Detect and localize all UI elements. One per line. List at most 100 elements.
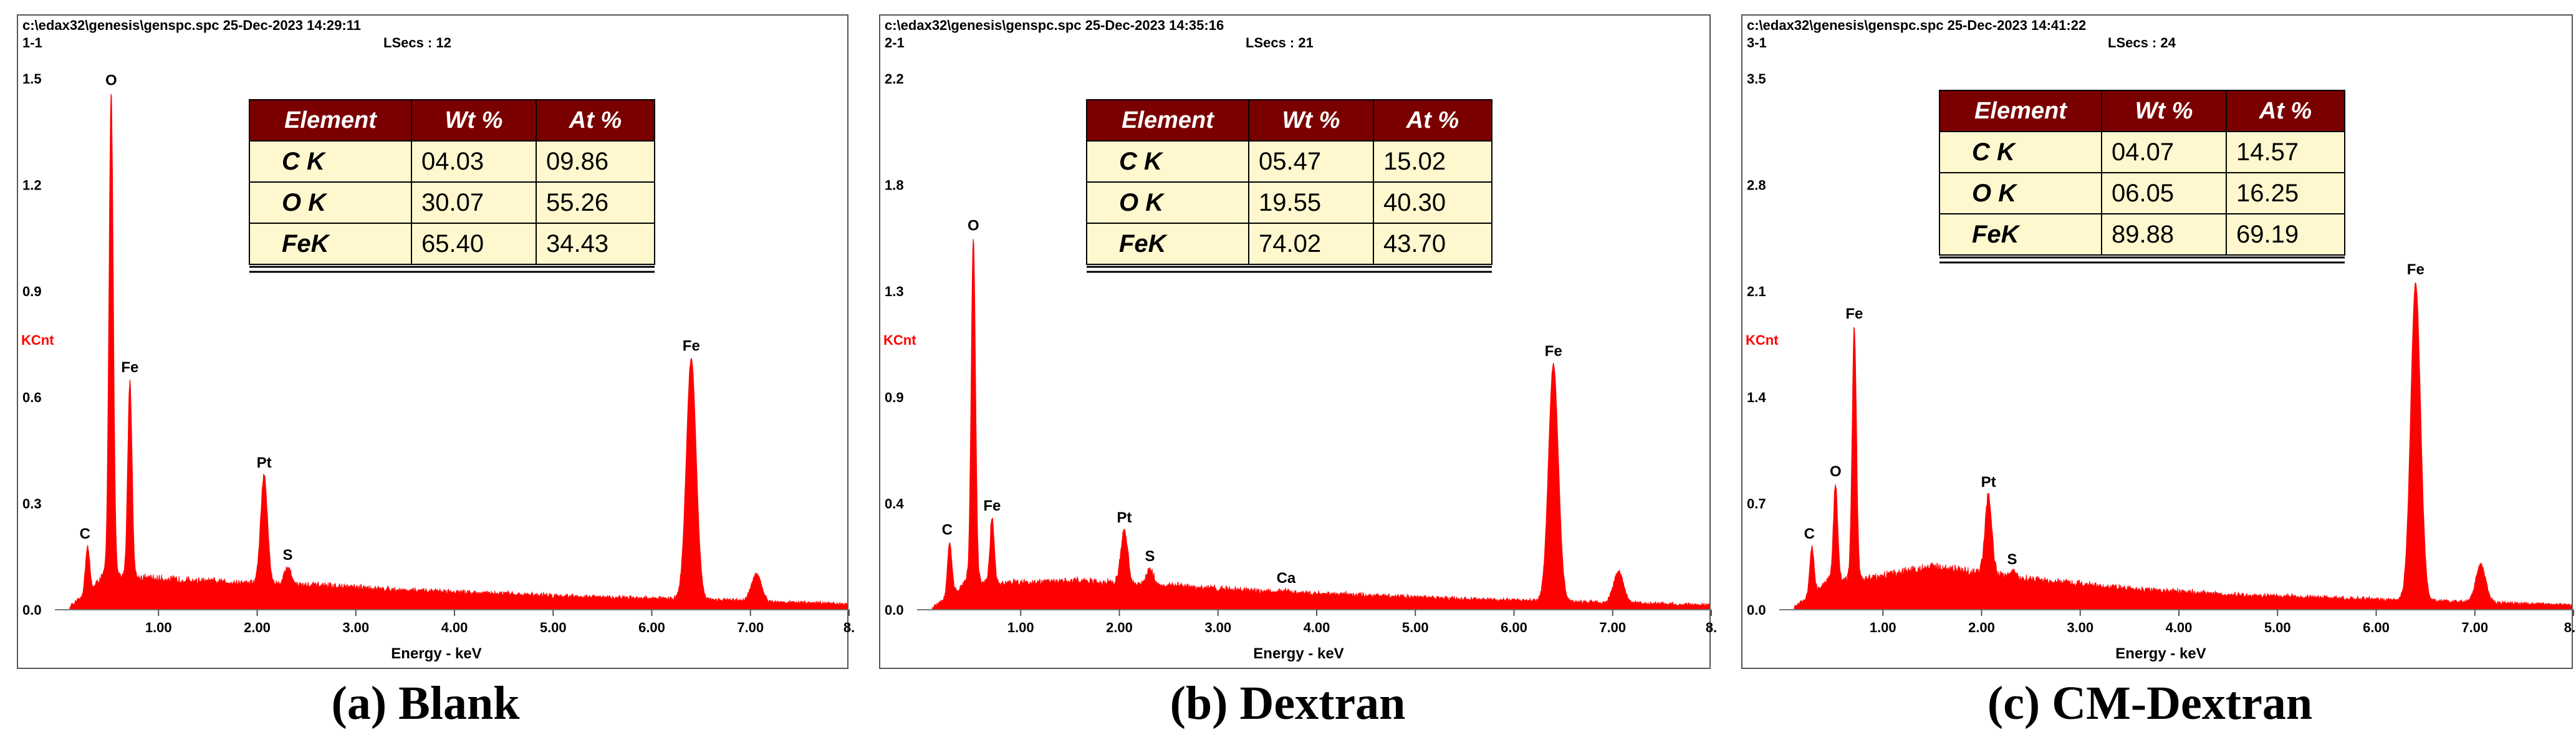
table-value-cell: 30.07 (421, 189, 484, 216)
peak-label: C (942, 522, 953, 539)
table-cell (2101, 172, 2227, 214)
x-tick-label: 5.00 (2264, 620, 2291, 635)
y-tick-label: 0.0 (22, 602, 42, 618)
table-cell (1373, 223, 1492, 265)
table-cell (249, 181, 412, 224)
element-composition-table: Element Wt % At % C K 04.07 14.57 O K 06.05 16.2… (1939, 90, 2345, 264)
table-value-cell: 06.05 (2112, 180, 2174, 207)
table-value-cell: 04.07 (2112, 138, 2174, 166)
table-value-cell: 89.88 (2112, 221, 2174, 248)
x-tick-label: 7.00 (737, 620, 764, 635)
y-tick-label: 0.0 (885, 602, 904, 618)
y-tick-label: 2.8 (1747, 177, 1766, 193)
y-axis-label: KCnt (1746, 332, 1779, 348)
x-tick-label: 6.00 (638, 620, 665, 635)
peak-label: C (80, 526, 90, 542)
y-tick-label: 1.3 (885, 284, 904, 299)
table-header-label: Element (1974, 98, 2067, 124)
table-value-cell: 14.57 (2236, 138, 2299, 166)
eds-spectrum-chart: c:\edax32\genesis\genspc.spc 25-Dec-2023… (879, 14, 1717, 669)
panel-caption: (c) CM-Dextran (1987, 677, 2313, 729)
table-value-cell: 15.02 (1383, 148, 1446, 175)
live-seconds: LSecs : 21 (1246, 35, 1314, 50)
table-cell (1248, 223, 1374, 265)
table-header-label: Element (284, 107, 377, 133)
table-element-cell: FeK (282, 230, 331, 257)
table-cell (536, 223, 655, 265)
y-tick-label: 0.0 (1747, 602, 1766, 618)
peak-label: Fe (683, 338, 700, 355)
y-tick-label: 0.9 (885, 390, 904, 405)
panel-caption: (a) Blank (331, 677, 520, 729)
table-header-label: Wt % (2135, 98, 2193, 124)
table-cell (2226, 172, 2345, 214)
panel-dextran: c:\edax32\genesis\genspc.spc 25-Dec-2023… (862, 0, 1717, 755)
table-cell (411, 181, 537, 224)
x-tick-label: 8. (1706, 620, 1717, 635)
table-cell (1939, 131, 2102, 173)
x-tick-label: 4.00 (1304, 620, 1330, 635)
y-tick-label: 2.2 (885, 71, 904, 87)
peak-label: Fe (983, 498, 1001, 514)
panel-blank: c:\edax32\genesis\genspc.spc 25-Dec-2023… (0, 0, 855, 755)
table-cell (411, 223, 537, 265)
table-element-cell: C K (1119, 148, 1164, 175)
table-cell (1086, 223, 1249, 265)
element-composition-table: Element Wt % At % C K 05.47 15.02 O K 19.55 40.3… (1086, 99, 1492, 273)
table-header-cell (411, 99, 537, 142)
y-axis-label: KCnt (883, 332, 916, 348)
table-cell (411, 140, 537, 183)
y-axis-label: KCnt (21, 332, 54, 348)
peak-label: Pt (1117, 509, 1132, 526)
y-tick-label: 2.1 (1747, 284, 1766, 299)
live-seconds: LSecs : 12 (383, 35, 451, 50)
table-cell (249, 223, 412, 265)
table-value-cell: 34.43 (546, 230, 608, 257)
table-cell (1086, 181, 1249, 224)
x-tick-label: 3.00 (342, 620, 369, 635)
spectrum-area (69, 94, 848, 610)
spectrum-id: 1-1 (22, 35, 42, 50)
x-tick-label: 8. (843, 620, 855, 635)
spectrum-id: 2-1 (885, 35, 905, 50)
eds-spectrum-chart: c:\edax32\genesis\genspc.spc 25-Dec-2023… (1741, 14, 2576, 669)
table-header-label: At % (569, 107, 622, 133)
table-header-label: At % (1406, 107, 1459, 133)
table-header-cell (1248, 99, 1374, 142)
x-tick-label: 2.00 (1106, 620, 1133, 635)
y-tick-label: 0.7 (1747, 496, 1766, 512)
table-value-cell: 19.55 (1259, 189, 1321, 216)
panel-cm-dextran: c:\edax32\genesis\genspc.spc 25-Dec-2023… (1724, 0, 2576, 755)
x-tick-label: 5.00 (1402, 620, 1429, 635)
table-value-cell: 16.25 (2236, 180, 2299, 207)
table-value-cell: 55.26 (546, 189, 608, 216)
table-header-cell (536, 99, 655, 142)
y-tick-label: 0.9 (22, 284, 42, 299)
peak-label: O (968, 218, 979, 234)
x-tick-label: 7.00 (2461, 620, 2488, 635)
y-tick-label: 1.4 (1747, 390, 1766, 405)
peak-label: Fe (2407, 261, 2425, 278)
y-tick-label: 1.2 (22, 177, 42, 193)
y-tick-label: 1.5 (22, 71, 42, 87)
table-cell (1086, 140, 1249, 183)
peak-label: Pt (1981, 474, 1996, 491)
table-value-cell: 40.30 (1383, 189, 1446, 216)
y-tick-label: 0.3 (22, 496, 42, 512)
table-element-cell: C K (1972, 138, 2017, 166)
table-header-cell (1373, 99, 1492, 142)
peak-label: Pt (257, 454, 272, 471)
table-element-cell: C K (282, 148, 327, 175)
table-value-cell: 09.86 (546, 148, 608, 175)
x-tick-label: 1.00 (145, 620, 172, 635)
table-header-cell (1939, 90, 2102, 132)
file-header: c:\edax32\genesis\genspc.spc 25-Dec-2023… (1747, 17, 2086, 33)
x-axis-label: Energy - keV (1253, 645, 1343, 662)
panel-caption: (b) Dextran (1170, 677, 1406, 729)
x-tick-label: 1.00 (1870, 620, 1896, 635)
table-cell (2226, 213, 2345, 256)
x-axis-label: Energy - keV (2115, 645, 2206, 662)
table-cell (2226, 131, 2345, 173)
table-value-cell: 74.02 (1259, 230, 1321, 257)
x-tick-label: 1.00 (1007, 620, 1034, 635)
